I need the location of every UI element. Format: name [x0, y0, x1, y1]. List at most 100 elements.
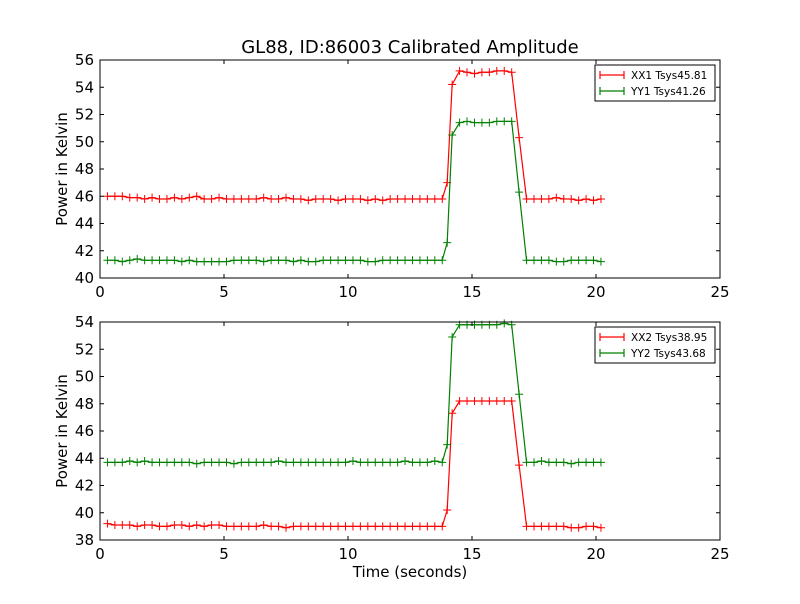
data-point-1-0-7	[155, 522, 164, 531]
data-point-1-1-11	[185, 458, 194, 467]
data-point-0-0-64	[574, 196, 583, 205]
data-point-1-1-7	[155, 458, 164, 467]
data-point-0-0-58	[530, 194, 538, 203]
data-point-1-1-3	[125, 456, 134, 465]
data-point-1-1-57	[522, 458, 531, 467]
data-point-1-0-26	[296, 522, 305, 531]
data-point-0-1-41	[408, 256, 417, 265]
data-point-1-0-58	[530, 522, 538, 531]
data-point-0-1-45	[438, 256, 447, 265]
data-point-0-0-16	[222, 194, 231, 203]
data-point-0-1-52	[485, 118, 494, 127]
data-point-0-1-33	[348, 256, 357, 265]
data-point-1-1-4	[133, 458, 142, 467]
data-point-1-1-30	[326, 458, 335, 467]
data-point-0-0-19	[244, 194, 253, 203]
data-point-0-1-14	[207, 257, 216, 266]
legend-label-0-1: YY1 Tsys41.26	[630, 86, 706, 98]
data-point-1-0-44	[430, 522, 439, 531]
data-point-0-1-43	[423, 256, 432, 265]
data-point-1-1-41	[408, 458, 417, 467]
data-point-1-0-8	[162, 522, 171, 531]
y-tick-label-1-0: 38	[75, 531, 94, 549]
data-point-1-1-14	[207, 458, 216, 467]
data-point-0-0-51	[477, 68, 486, 77]
data-point-1-1-15	[215, 458, 224, 467]
data-point-1-1-39	[393, 458, 402, 467]
data-point-0-1-62	[559, 257, 568, 266]
data-point-1-1-8	[162, 458, 171, 467]
data-point-0-1-3	[125, 256, 134, 265]
data-point-0-1-64	[574, 256, 583, 265]
data-point-0-1-19	[244, 256, 253, 265]
data-point-0-0-12	[192, 192, 201, 201]
data-point-0-1-25	[289, 257, 298, 266]
legend-0	[594, 64, 716, 102]
data-point-1-1-45	[438, 458, 447, 467]
data-point-1-0-9	[170, 521, 179, 530]
data-point-0-0-57	[522, 194, 531, 203]
data-point-1-0-51	[477, 397, 486, 406]
data-point-0-1-30	[326, 256, 335, 265]
data-point-0-1-42	[415, 256, 424, 265]
data-point-1-0-33	[348, 522, 357, 531]
data-point-1-1-10	[177, 458, 186, 467]
data-point-1-1-27	[304, 458, 313, 467]
data-point-1-1-66	[589, 458, 598, 467]
data-point-1-0-49	[463, 397, 472, 406]
data-point-0-0-18	[237, 194, 246, 203]
data-point-0-0-43	[423, 194, 432, 203]
data-point-0-0-65	[582, 194, 591, 203]
y-tick-label-0-2: 44	[75, 215, 94, 233]
data-point-1-0-43	[423, 522, 432, 531]
data-point-0-0-61	[552, 193, 561, 202]
data-point-1-0-20	[252, 522, 261, 531]
data-point-1-0-47	[448, 409, 457, 418]
data-point-1-1-67	[596, 458, 605, 467]
data-point-0-0-23	[274, 194, 283, 203]
data-point-0-1-13	[200, 257, 209, 266]
data-point-0-0-45	[438, 194, 447, 203]
data-point-0-1-65	[582, 256, 591, 265]
y-tick-label-0-8: 56	[75, 51, 94, 69]
data-point-1-1-33	[348, 456, 357, 465]
y-tick-label-1-4: 46	[75, 422, 94, 440]
x-tick-label-0-2: 10	[338, 283, 357, 301]
data-point-0-0-7	[155, 194, 164, 203]
data-point-0-1-2	[118, 257, 127, 266]
data-point-1-1-43	[423, 458, 432, 467]
data-point-0-0-17	[229, 194, 238, 203]
series-line-0-0	[107, 70, 602, 201]
data-point-0-0-31	[334, 196, 343, 205]
data-point-1-1-20	[252, 458, 261, 467]
chart-title: GL88, ID:86003 Calibrated Amplitude	[241, 37, 579, 58]
data-point-1-1-47	[448, 332, 457, 341]
data-point-1-1-46	[443, 440, 452, 449]
y-tick-label-1-8: 54	[75, 313, 94, 331]
legend-label-0-0: XX1 Tsys45.81	[631, 70, 707, 82]
data-point-0-0-35	[363, 196, 372, 205]
data-point-1-1-28	[311, 458, 320, 467]
data-point-0-0-59	[537, 194, 546, 203]
data-point-1-0-64	[574, 523, 583, 532]
data-point-1-1-13	[200, 458, 209, 467]
data-point-0-0-30	[326, 194, 335, 203]
data-point-0-1-15	[215, 257, 224, 266]
data-point-0-0-36	[371, 194, 380, 203]
data-point-0-0-40	[401, 194, 410, 203]
data-point-1-1-58	[530, 458, 538, 467]
data-point-1-0-15	[215, 521, 224, 530]
data-point-1-1-60	[544, 458, 553, 467]
data-point-0-1-5	[140, 256, 149, 265]
data-point-1-1-5	[140, 456, 149, 465]
data-point-1-0-52	[485, 397, 494, 406]
data-point-1-1-19	[244, 458, 253, 467]
data-point-0-1-7	[155, 256, 164, 265]
data-point-0-1-57	[522, 256, 531, 265]
data-point-0-0-3	[125, 193, 134, 202]
data-point-1-1-22	[267, 458, 276, 467]
data-point-1-0-4	[133, 522, 142, 531]
data-point-0-1-24	[282, 256, 290, 265]
data-point-1-1-31	[334, 458, 343, 467]
